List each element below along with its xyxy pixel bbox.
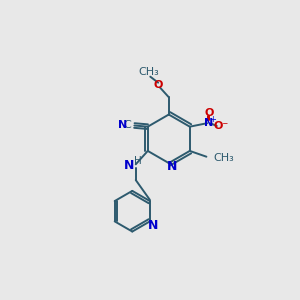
Text: +: + (209, 115, 216, 124)
Text: O: O (154, 80, 163, 89)
Text: N: N (124, 158, 134, 172)
Text: N: N (118, 120, 127, 130)
Text: H: H (134, 156, 142, 166)
Text: N: N (167, 160, 177, 172)
Text: N: N (148, 219, 158, 232)
Text: C: C (123, 120, 131, 130)
Text: O⁻: O⁻ (213, 121, 229, 131)
Text: CH₃: CH₃ (214, 153, 235, 163)
Text: N: N (204, 118, 214, 128)
Text: CH₃: CH₃ (139, 68, 160, 77)
Text: O: O (204, 108, 214, 118)
